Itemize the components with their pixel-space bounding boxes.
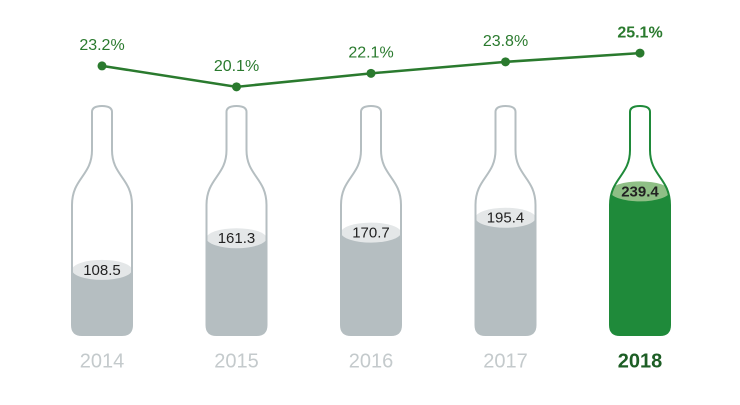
value-label: 161.3 xyxy=(218,230,256,247)
x-tick-label: 2015 xyxy=(214,350,259,372)
fill-surface xyxy=(610,181,670,202)
value-label: 239.4 xyxy=(621,183,659,200)
fill-surface xyxy=(206,228,267,249)
bottle-fill xyxy=(475,217,536,335)
value-label: 195.4 xyxy=(487,210,525,227)
point xyxy=(635,48,645,58)
point-label: 25.1% xyxy=(617,24,662,41)
bottle-fill xyxy=(610,191,670,335)
x-tick-label: 2017 xyxy=(483,350,528,372)
point-label: 23.2% xyxy=(79,37,124,54)
bottle-outline xyxy=(340,104,402,336)
x-tick-label: 2016 xyxy=(349,350,394,372)
value-label: 170.7 xyxy=(352,225,390,242)
point xyxy=(232,82,241,92)
point xyxy=(366,68,376,78)
point xyxy=(97,61,107,71)
x-tick-label: 2018 xyxy=(618,350,663,372)
bottle-outline xyxy=(609,104,671,336)
bottle-fill xyxy=(341,232,401,335)
point-label: 22.1% xyxy=(348,45,393,62)
x-tick-label: 2014 xyxy=(80,350,125,372)
value-label: 108.5 xyxy=(83,262,121,279)
bottle-outline xyxy=(71,104,133,336)
bottle-fill xyxy=(206,238,267,335)
fill-surface xyxy=(72,259,132,280)
fill-surface xyxy=(475,207,536,228)
point-label: 23.8% xyxy=(483,33,528,50)
point xyxy=(501,57,510,67)
bottle-outline xyxy=(205,104,268,336)
bottle-outline xyxy=(474,104,537,336)
fill-surface xyxy=(341,222,401,243)
bottle-fill xyxy=(72,269,132,335)
point-label: 20.1% xyxy=(214,58,259,75)
